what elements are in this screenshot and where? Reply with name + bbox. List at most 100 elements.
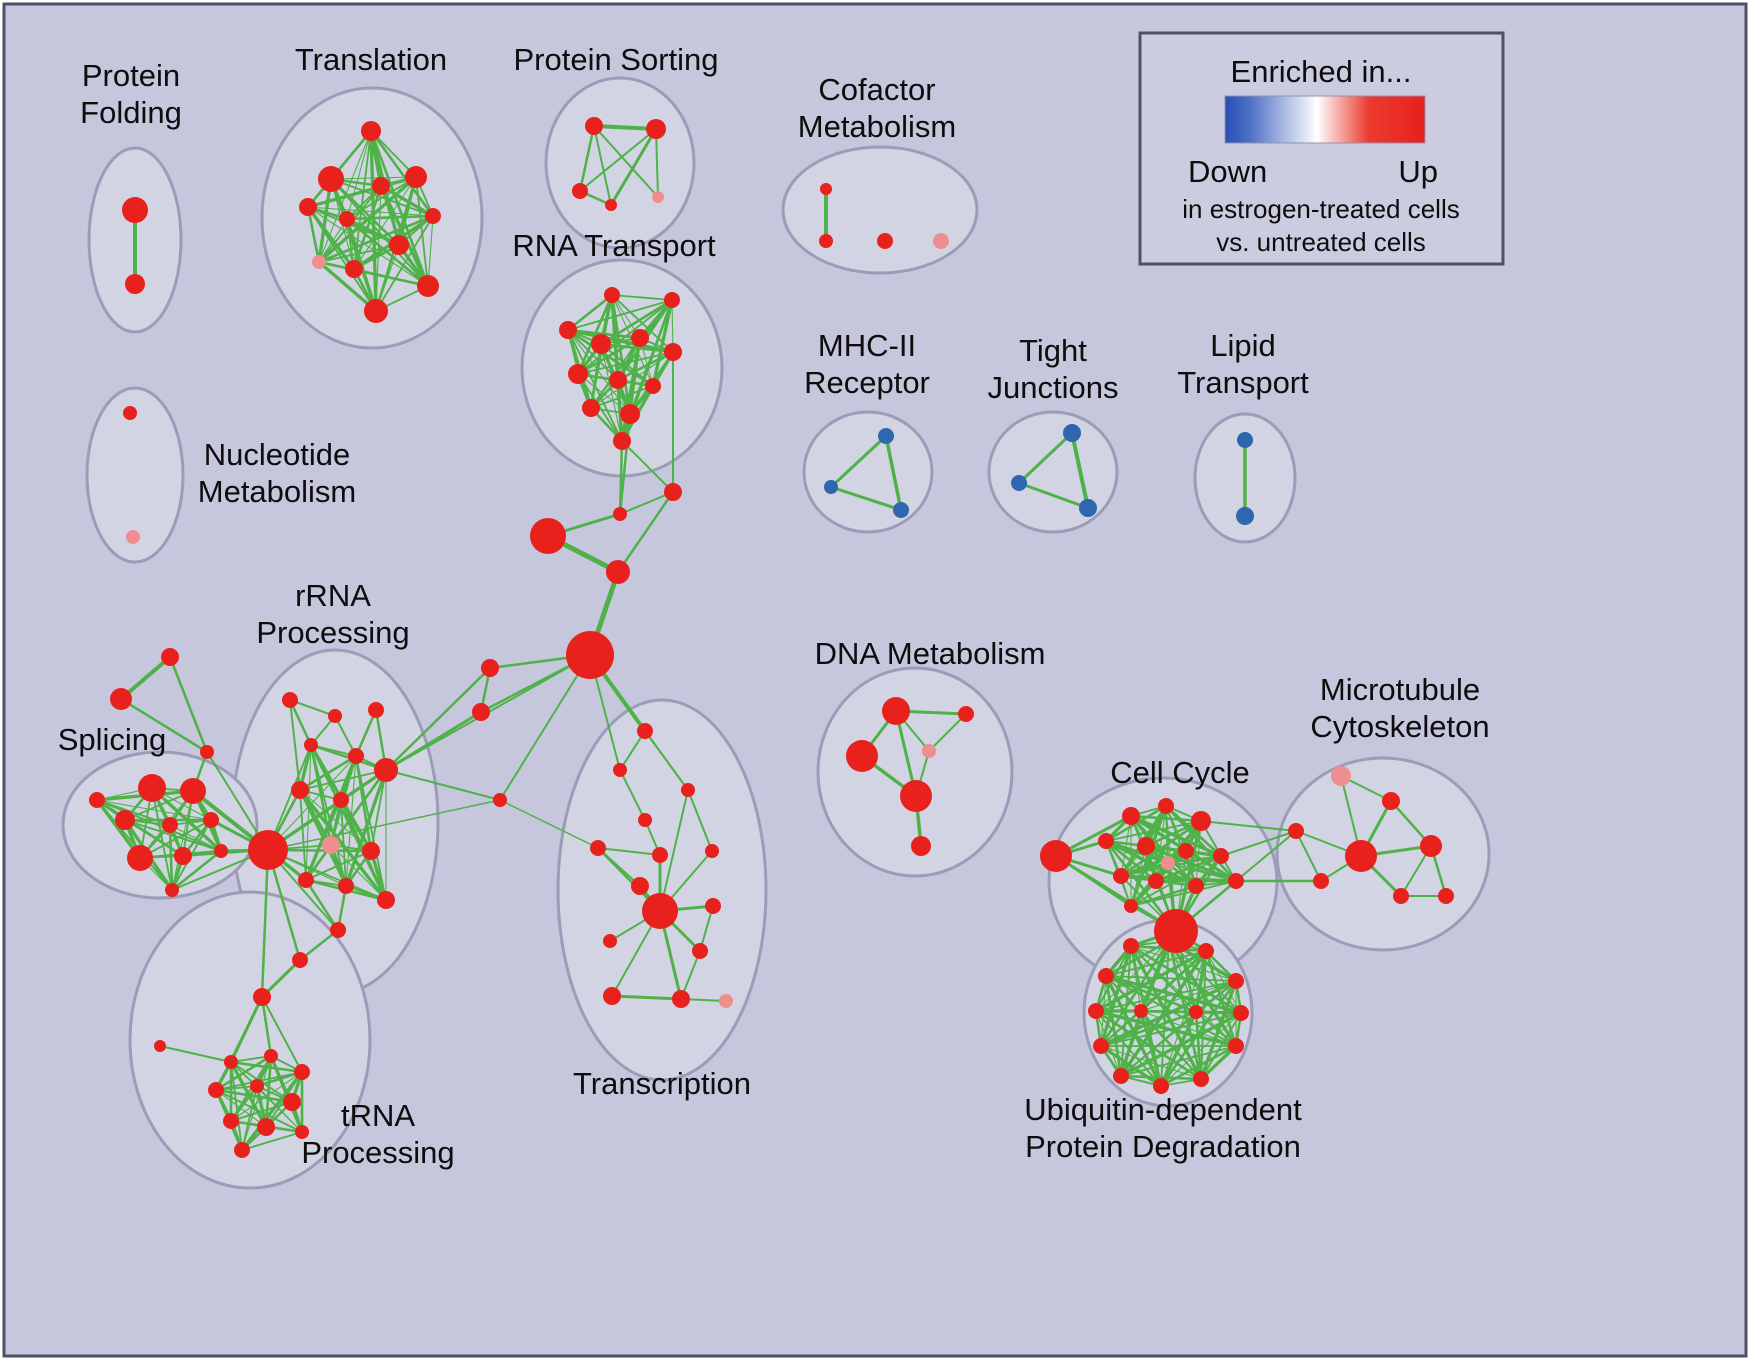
edge (317, 214, 435, 264)
node (681, 783, 695, 797)
edge (599, 298, 674, 346)
edge (119, 697, 209, 754)
node (572, 183, 588, 199)
node (174, 847, 192, 865)
node (125, 274, 145, 294)
edge (369, 129, 430, 288)
node (637, 723, 653, 739)
node (585, 117, 603, 135)
node (405, 166, 427, 188)
edge (214, 1054, 273, 1092)
node (472, 703, 490, 721)
edge (659, 789, 689, 912)
node (1161, 856, 1175, 870)
edge (499, 654, 591, 801)
edge (230, 1061, 243, 1151)
cluster-label-rna-transport: RNA Transport (512, 228, 716, 263)
node (1134, 1004, 1148, 1018)
edge (576, 336, 642, 376)
node (900, 780, 932, 812)
edge (1167, 862, 1237, 882)
network: Protein Folding Translation Protein Sorting… (58, 42, 1491, 1190)
edge (1099, 1044, 1163, 1088)
node (1188, 878, 1204, 894)
edge (304, 754, 358, 882)
node (425, 208, 441, 224)
edge (310, 744, 347, 887)
node (846, 740, 878, 772)
edge (1100, 1012, 1242, 1047)
edge (829, 485, 903, 512)
edge (1094, 1009, 1203, 1081)
node (620, 404, 640, 424)
node (1191, 811, 1211, 831)
edge (240, 1070, 304, 1152)
edge (317, 260, 378, 313)
edge (1120, 1011, 1197, 1077)
edge (1099, 1010, 1198, 1048)
edge (1167, 939, 1238, 1048)
node (1123, 938, 1139, 954)
node (692, 943, 708, 959)
cluster-label-splicing: Splicing (58, 722, 167, 757)
edge (1054, 854, 1178, 933)
edge (379, 184, 435, 218)
node (922, 744, 936, 758)
edge (1144, 844, 1238, 883)
node (1158, 798, 1174, 814)
edge (96, 799, 212, 821)
node (208, 1082, 224, 1098)
legend-caption-line1: in estrogen-treated cells (1182, 194, 1459, 224)
edge (317, 177, 333, 264)
edge (1095, 940, 1170, 1012)
cluster-trna-processing (128, 890, 372, 1190)
cluster-nucleotide-metabolism (85, 386, 185, 564)
edge (617, 379, 623, 442)
node (481, 659, 499, 677)
edge (618, 439, 624, 516)
edge (1194, 1010, 1203, 1081)
edge (1105, 975, 1237, 982)
node (878, 428, 894, 444)
cluster-label-tight-junctions: Tight Junctions (988, 333, 1119, 405)
node (1393, 888, 1409, 904)
legend: Enriched in... Down Up in estrogen-treat… (1138, 31, 1505, 266)
node (609, 371, 627, 389)
node (295, 1125, 309, 1139)
edge (354, 708, 378, 758)
edge (593, 125, 659, 198)
node (582, 399, 600, 417)
node (214, 844, 228, 858)
edge (566, 328, 655, 388)
edge (330, 844, 387, 901)
node (664, 483, 682, 501)
node (345, 260, 363, 278)
edge (1099, 979, 1238, 1048)
node (364, 299, 388, 323)
node (664, 292, 680, 308)
edge (307, 206, 429, 287)
node (1233, 1005, 1249, 1021)
edge (600, 343, 623, 442)
node (330, 922, 346, 938)
edge (1139, 1009, 1163, 1088)
edge (1094, 1009, 1238, 1048)
edge (1140, 1010, 1202, 1080)
node (304, 738, 318, 752)
edge (590, 351, 674, 409)
edge (1104, 839, 1158, 883)
node (605, 199, 617, 211)
edge (1119, 1009, 1143, 1078)
edge (597, 847, 641, 887)
cluster-label-transcription: Transcription (573, 1066, 751, 1101)
node (161, 648, 179, 666)
node (1122, 807, 1140, 825)
node (1137, 837, 1155, 855)
node (257, 1118, 275, 1136)
node (1148, 873, 1164, 889)
edge (1129, 814, 1198, 888)
node (372, 177, 390, 195)
node (613, 763, 627, 777)
